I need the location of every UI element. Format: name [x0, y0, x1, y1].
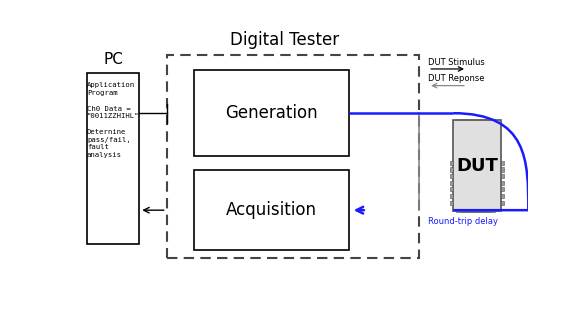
Bar: [501, 174, 504, 178]
Text: DUT Stimulus: DUT Stimulus: [429, 58, 485, 67]
Text: Acquisition: Acquisition: [226, 201, 317, 219]
Text: Generation: Generation: [225, 104, 318, 122]
Bar: [194, 170, 349, 250]
Text: DUT: DUT: [456, 157, 498, 175]
Bar: [194, 70, 349, 156]
Bar: [450, 194, 453, 198]
Text: PC: PC: [103, 52, 123, 67]
Bar: [450, 180, 453, 185]
Bar: [477, 211, 485, 212]
Bar: [477, 119, 485, 120]
Bar: [471, 211, 480, 212]
Bar: [457, 211, 465, 212]
Bar: [501, 167, 504, 171]
Text: DUT Reponse: DUT Reponse: [429, 74, 485, 83]
Bar: [501, 187, 504, 192]
Bar: [467, 211, 475, 212]
Bar: [450, 187, 453, 192]
Text: Digital Tester: Digital Tester: [230, 31, 339, 49]
Bar: [471, 119, 480, 120]
Bar: [450, 201, 453, 205]
Bar: [481, 211, 490, 212]
Bar: [461, 119, 470, 120]
Text: Round-trip delay: Round-trip delay: [429, 217, 498, 226]
Bar: [87, 73, 139, 244]
Bar: [501, 161, 504, 165]
Bar: [501, 201, 504, 205]
Bar: [450, 167, 453, 171]
Bar: [487, 119, 495, 120]
Bar: [450, 174, 453, 178]
Text: Application
Program

Ch0 Data =
"0011ZZHIHL"

Deternine
pass/fail,
fault
analysi: Application Program Ch0 Data = "0011ZZHI…: [87, 82, 140, 158]
Bar: [501, 194, 504, 198]
Bar: [461, 211, 470, 212]
Bar: [457, 119, 465, 120]
Bar: [487, 211, 495, 212]
Bar: [501, 180, 504, 185]
Bar: [481, 119, 490, 120]
Bar: [450, 161, 453, 165]
Bar: [467, 119, 475, 120]
Bar: [167, 55, 419, 258]
Bar: [453, 120, 501, 211]
